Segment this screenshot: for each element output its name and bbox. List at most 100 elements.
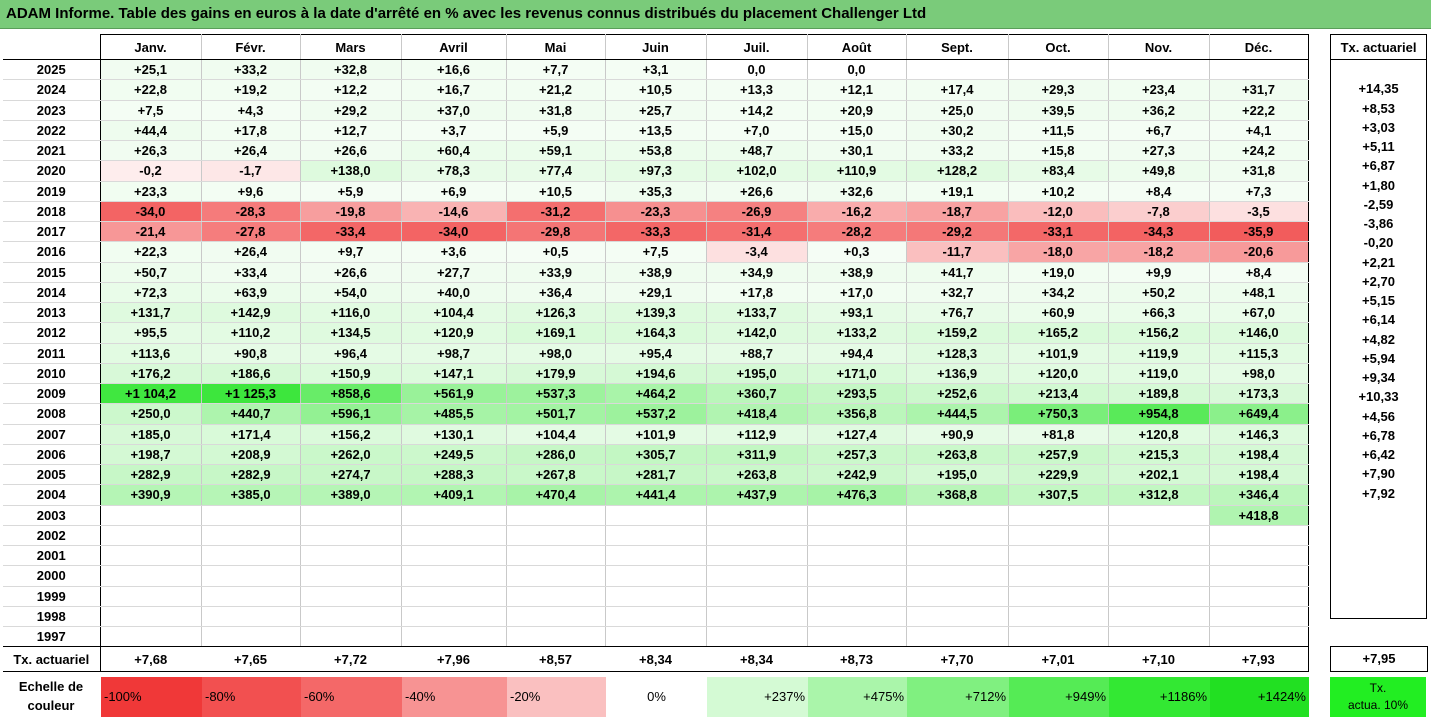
gain-cell: +30,1 [807,140,907,162]
color-scale-cell: 0% [606,677,707,717]
gain-cell: -0,2 [100,160,202,182]
gain-cell: +53,8 [605,140,707,162]
gain-cell [506,565,606,587]
month-header: Mars [300,34,402,60]
year-cell: 2024 [3,79,101,101]
gain-cell: +25,1 [100,59,202,81]
gain-cell: +139,3 [605,302,707,324]
gain-cell [1108,545,1210,567]
gain-cell: +189,8 [1108,383,1210,405]
gain-cell: +95,5 [100,322,202,344]
year-cell: 2005 [3,464,101,486]
color-scale-cell: -20% [507,677,606,717]
gain-cell: +470,4 [506,484,606,506]
table-row: 1998 [3,606,1309,628]
gain-cell: -3,4 [706,241,808,263]
gain-cell: +464,2 [605,383,707,405]
gain-cell: -33,3 [605,221,707,243]
gain-cell: +63,9 [201,282,301,304]
gain-cell: +195,0 [706,363,808,385]
gain-cell: +29,1 [605,282,707,304]
gain-cell [100,606,202,628]
gain-cell [706,505,808,526]
gain-cell: +476,3 [807,484,907,506]
gain-cell: +202,1 [1108,464,1210,486]
gain-cell: +27,7 [401,262,507,283]
gain-cell: +171,0 [807,363,907,385]
gain-cell: -18,0 [1008,241,1109,263]
gain-cell [401,606,507,628]
gain-cell: +38,9 [807,262,907,283]
gain-cell [1008,606,1109,628]
annual-rate-cell: +14,35 [1330,79,1427,99]
month-header: Août [807,34,907,60]
gain-cell: +26,6 [300,262,402,283]
color-scale-cell: +1186% [1109,677,1210,717]
table-row: 2023 +7,5 +4,3 +29,2 +37,0 +31,8 +25,7 +14,2 +20… [3,100,1309,121]
table-row: 2019 +23,3 +9,6 +5,9 +6,9 +10,5 +35,3 +26,6 +32,… [3,181,1309,202]
gain-cell [401,545,507,567]
annual-rate-cell [1330,502,1427,522]
gain-cell: +9,7 [300,241,402,263]
year-cell: 2009 [3,383,101,405]
color-scale-cell: -80% [202,677,301,717]
gain-cell [300,606,402,628]
gain-cell: +110,2 [201,322,301,344]
gain-cell [300,626,402,648]
gain-cell: -28,2 [807,221,907,243]
gain-cell: +12,1 [807,79,907,101]
gain-cell: -27,8 [201,221,301,243]
gain-cell: +26,4 [201,241,301,263]
year-cell: 2001 [3,545,101,567]
gain-cell [906,59,1009,81]
gain-cell: +142,9 [201,302,301,324]
gain-cell: +179,9 [506,363,606,385]
month-header: Oct. [1008,34,1109,60]
gain-cell [100,626,202,648]
gain-cell: +32,6 [807,181,907,202]
gain-cell: -18,2 [1108,241,1210,263]
gain-cell: +59,1 [506,140,606,162]
gain-cell: +537,2 [605,403,707,425]
gain-cell: +305,7 [605,444,707,466]
gain-cell: +67,0 [1209,302,1309,324]
gain-cell [506,505,606,526]
gain-cell: +441,4 [605,484,707,506]
annual-rate-cell: +8,53 [1330,98,1427,118]
gain-cell [706,565,808,587]
gain-cell [807,626,907,648]
gain-cell: +138,0 [300,160,402,182]
gain-cell: +3,6 [401,241,507,263]
gain-cell: +208,9 [201,444,301,466]
gain-cell [300,525,402,547]
gain-cell: +409,1 [401,484,507,506]
gain-cell: +7,5 [100,100,202,121]
gain-cell: -19,8 [300,201,402,223]
gain-cell: +15,0 [807,120,907,142]
gain-cell: +104,4 [401,302,507,324]
table-row: 2000 [3,565,1309,587]
gain-cell [401,565,507,587]
gain-cell [100,586,202,607]
gain-cell: +77,4 [506,160,606,182]
gain-cell [1008,626,1109,648]
gain-cell: -26,9 [706,201,808,223]
gain-cell: +60,4 [401,140,507,162]
gain-cell: +19,0 [1008,262,1109,283]
annual-rate-cell: +3,03 [1330,117,1427,137]
gain-cell: +20,9 [807,100,907,121]
gain-cell: +186,6 [201,363,301,385]
month-header: Juin [605,34,707,60]
gain-cell [1108,606,1210,628]
year-cell: 1998 [3,606,101,628]
color-scale-cell: +1424% [1210,677,1309,717]
gain-cell: -31,4 [706,221,808,243]
table-row: 2004 +390,9 +385,0 +389,0 +409,1 +470,4 +441,4… [3,484,1309,506]
table-row: 2007 +185,0 +171,4 +156,2 +130,1 +104,4 +101,9… [3,424,1309,445]
gain-cell: +25,7 [605,100,707,121]
gain-cell [605,626,707,648]
gain-cell: +185,0 [100,424,202,445]
gain-cell: -29,8 [506,221,606,243]
annual-rate-cell [1330,59,1427,80]
gain-cell: +90,9 [906,424,1009,445]
